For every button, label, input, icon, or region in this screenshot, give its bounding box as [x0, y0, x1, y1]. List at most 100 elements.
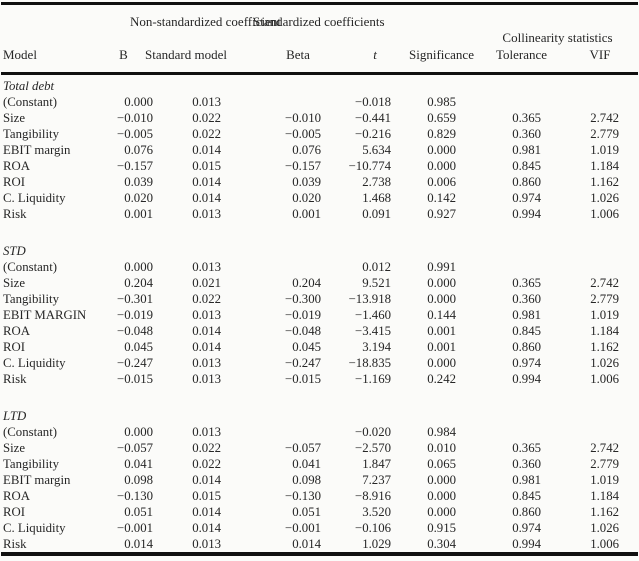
table-header: Non-standardized coefficient Standardize… — [0, 5, 639, 72]
cell-model: EBIT margin — [3, 143, 71, 157]
cell-t: 1.468 — [362, 191, 391, 205]
cell-model: EBIT margin — [3, 473, 71, 487]
cell-std: 0.013 — [192, 308, 221, 322]
table-row: C. Liquidity −0.001 0.014 −0.001 −0.106 0.915… — [0, 520, 639, 536]
column-header-standard-model: Standard model — [145, 47, 227, 62]
cell-std: 0.021 — [192, 276, 221, 290]
cell-t: −0.106 — [354, 521, 391, 535]
cell-beta: 0.076 — [292, 143, 321, 157]
cell-b: 0.000 — [124, 260, 153, 274]
cell-beta: −0.057 — [284, 441, 321, 455]
cell-tol: 0.845 — [512, 159, 541, 173]
column-header-t: t — [373, 47, 377, 62]
section-label: Total debt — [3, 79, 55, 93]
cell-tol: 0.860 — [512, 175, 541, 189]
cell-sig: 0.000 — [427, 292, 456, 306]
table-row: Size −0.010 0.022 −0.010 −0.441 0.659 0.365 2.7… — [0, 110, 639, 126]
cell-std: 0.014 — [192, 324, 221, 338]
cell-beta: −0.001 — [284, 521, 321, 535]
cell-b: −0.130 — [116, 489, 153, 503]
cell-beta: −0.048 — [284, 324, 321, 338]
cell-vif: 1.006 — [590, 537, 619, 551]
table-row: (Constant) 0.000 0.013 −0.020 0.984 — [0, 424, 639, 440]
cell-model: Risk — [3, 372, 27, 386]
cell-std: 0.022 — [192, 292, 221, 306]
cell-t: 2.738 — [362, 175, 391, 189]
cell-sig: 0.010 — [427, 441, 456, 455]
cell-sig: 0.985 — [427, 95, 456, 109]
cell-b: 0.000 — [124, 95, 153, 109]
cell-beta: 0.051 — [292, 505, 321, 519]
cell-std: 0.022 — [192, 457, 221, 471]
cell-tol: 0.360 — [512, 127, 541, 141]
cell-tol — [461, 259, 546, 275]
column-header-tolerance: Tolerance — [495, 47, 548, 62]
cell-b: −0.048 — [116, 324, 153, 338]
group-header-standardized-coefficients: Standardized coefficients — [253, 14, 385, 29]
cell-t: −8.916 — [354, 489, 391, 503]
cell-beta — [226, 94, 326, 110]
cell-t: 7.237 — [362, 473, 391, 487]
cell-model: Size — [3, 276, 26, 290]
cell-beta — [226, 424, 326, 440]
cell-t: 0.012 — [362, 260, 391, 274]
cell-std: 0.015 — [192, 159, 221, 173]
cell-beta: −0.300 — [284, 292, 321, 306]
cell-sig: 0.000 — [427, 489, 456, 503]
cell-t: 9.521 — [362, 276, 391, 290]
cell-std: 0.013 — [192, 425, 221, 439]
cell-sig: 0.000 — [427, 505, 456, 519]
cell-sig: 0.000 — [427, 159, 456, 173]
cell-tol: 0.365 — [512, 276, 541, 290]
cell-std: 0.013 — [192, 537, 221, 551]
cell-vif: 1.026 — [590, 356, 619, 370]
cell-tol: 0.981 — [512, 308, 541, 322]
cell-t: −0.441 — [354, 111, 391, 125]
table-body: Total debt (Constant) 0.000 0.013 −0.018 0.98… — [0, 75, 639, 552]
cell-beta: −0.010 — [284, 111, 321, 125]
cell-b: −0.005 — [116, 127, 153, 141]
cell-sig: 0.144 — [427, 308, 456, 322]
table-section: LTD (Constant) 0.000 0.013 −0.020 0.984 Size −0… — [0, 408, 639, 552]
table-section: Total debt (Constant) 0.000 0.013 −0.018 0.98… — [0, 78, 639, 222]
table-row: C. Liquidity 0.020 0.014 0.020 1.468 0.142 0.9… — [0, 190, 639, 206]
cell-t: −1.169 — [354, 372, 391, 386]
cell-vif: 1.026 — [590, 191, 619, 205]
cell-std: 0.014 — [192, 505, 221, 519]
table-row: ROA −0.048 0.014 −0.048 −3.415 0.001 0.845 1.18… — [0, 323, 639, 339]
cell-std: 0.013 — [192, 260, 221, 274]
cell-beta — [226, 259, 326, 275]
cell-t: −3.415 — [354, 324, 391, 338]
column-header-beta: Beta — [286, 47, 310, 62]
cell-std: 0.022 — [192, 111, 221, 125]
cell-model: Size — [3, 441, 26, 455]
cell-std: 0.013 — [192, 372, 221, 386]
column-header-vif: VIF — [589, 47, 611, 62]
cell-b: −0.010 — [116, 111, 153, 125]
table-row: Size 0.204 0.021 0.204 9.521 0.000 0.365 2.742 — [0, 275, 639, 291]
cell-tol: 0.860 — [512, 340, 541, 354]
cell-t: −18.835 — [348, 356, 391, 370]
cell-t: 1.847 — [362, 457, 391, 471]
cell-b: 0.039 — [124, 175, 153, 189]
section-label: STD — [3, 244, 26, 258]
cell-t: 1.029 — [362, 537, 391, 551]
cell-tol: 0.974 — [512, 356, 541, 370]
cell-std: 0.014 — [192, 521, 221, 535]
table-bottom-rule — [1, 552, 638, 556]
cell-beta: 0.045 — [292, 340, 321, 354]
cell-beta: −0.130 — [284, 489, 321, 503]
cell-std: 0.013 — [192, 95, 221, 109]
cell-sig: 0.659 — [427, 111, 456, 125]
cell-b: −0.001 — [116, 521, 153, 535]
table-row: C. Liquidity −0.247 0.013 −0.247 −18.835 0.00… — [0, 355, 639, 371]
cell-beta: −0.019 — [284, 308, 321, 322]
cell-sig: 0.000 — [427, 356, 456, 370]
cell-model: ROA — [3, 489, 31, 503]
cell-beta: 0.204 — [292, 276, 321, 290]
column-header-model: Model — [3, 47, 37, 62]
cell-std: 0.014 — [192, 473, 221, 487]
cell-model: Risk — [3, 537, 27, 551]
cell-vif — [546, 424, 624, 440]
